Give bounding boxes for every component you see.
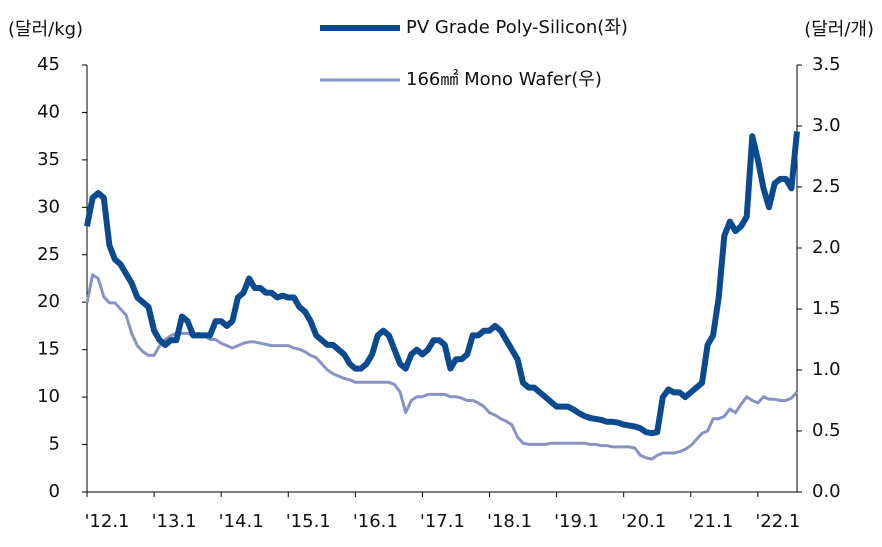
legend-label: 166㎟ Mono Wafer(우) xyxy=(406,68,602,90)
y-tick-label: 15 xyxy=(37,339,60,360)
x-tick-label: '17.1 xyxy=(420,511,465,532)
series-line xyxy=(85,273,799,461)
y2-tick-label: 0.5 xyxy=(812,420,841,441)
y-tick-label: 20 xyxy=(37,291,60,312)
y2-tick-label: 3.0 xyxy=(812,115,841,136)
y-tick-label: 45 xyxy=(37,54,60,75)
y2-tick-label: 1.0 xyxy=(812,359,841,380)
x-tick-label: '12.1 xyxy=(84,511,129,532)
y2-tick-label: 2.5 xyxy=(812,176,841,197)
x-tick-label: '14.1 xyxy=(219,511,264,532)
legend-label: PV Grade Poly-Silicon(좌) xyxy=(406,17,628,38)
y2-tick-label: 3.5 xyxy=(812,54,841,75)
y2-axis-label: (달러/개) xyxy=(804,19,874,40)
x-tick-label: '19.1 xyxy=(554,511,599,532)
y-axis-label: (달러/kg) xyxy=(8,19,83,40)
y-tick-label: 40 xyxy=(37,101,60,122)
x-tick-label: '22.1 xyxy=(755,511,800,532)
y2-tick-label: 1.5 xyxy=(812,298,841,319)
y-tick-label: 10 xyxy=(37,386,60,407)
y-tick-label: 30 xyxy=(37,196,60,217)
x-tick-label: '13.1 xyxy=(152,511,197,532)
x-tick-label: '15.1 xyxy=(286,511,331,532)
x-tick-label: '20.1 xyxy=(621,511,666,532)
y-tick-label: 0 xyxy=(49,481,60,502)
series-line xyxy=(84,131,800,437)
x-tick-label: '16.1 xyxy=(353,511,398,532)
y-tick-label: 35 xyxy=(37,149,60,170)
x-tick-label: '18.1 xyxy=(487,511,532,532)
y2-tick-label: 2.0 xyxy=(812,237,841,258)
y-tick-label: 5 xyxy=(49,434,60,455)
y-tick-label: 25 xyxy=(37,244,60,265)
y2-tick-label: 0.0 xyxy=(812,481,841,502)
x-tick-label: '21.1 xyxy=(688,511,733,532)
